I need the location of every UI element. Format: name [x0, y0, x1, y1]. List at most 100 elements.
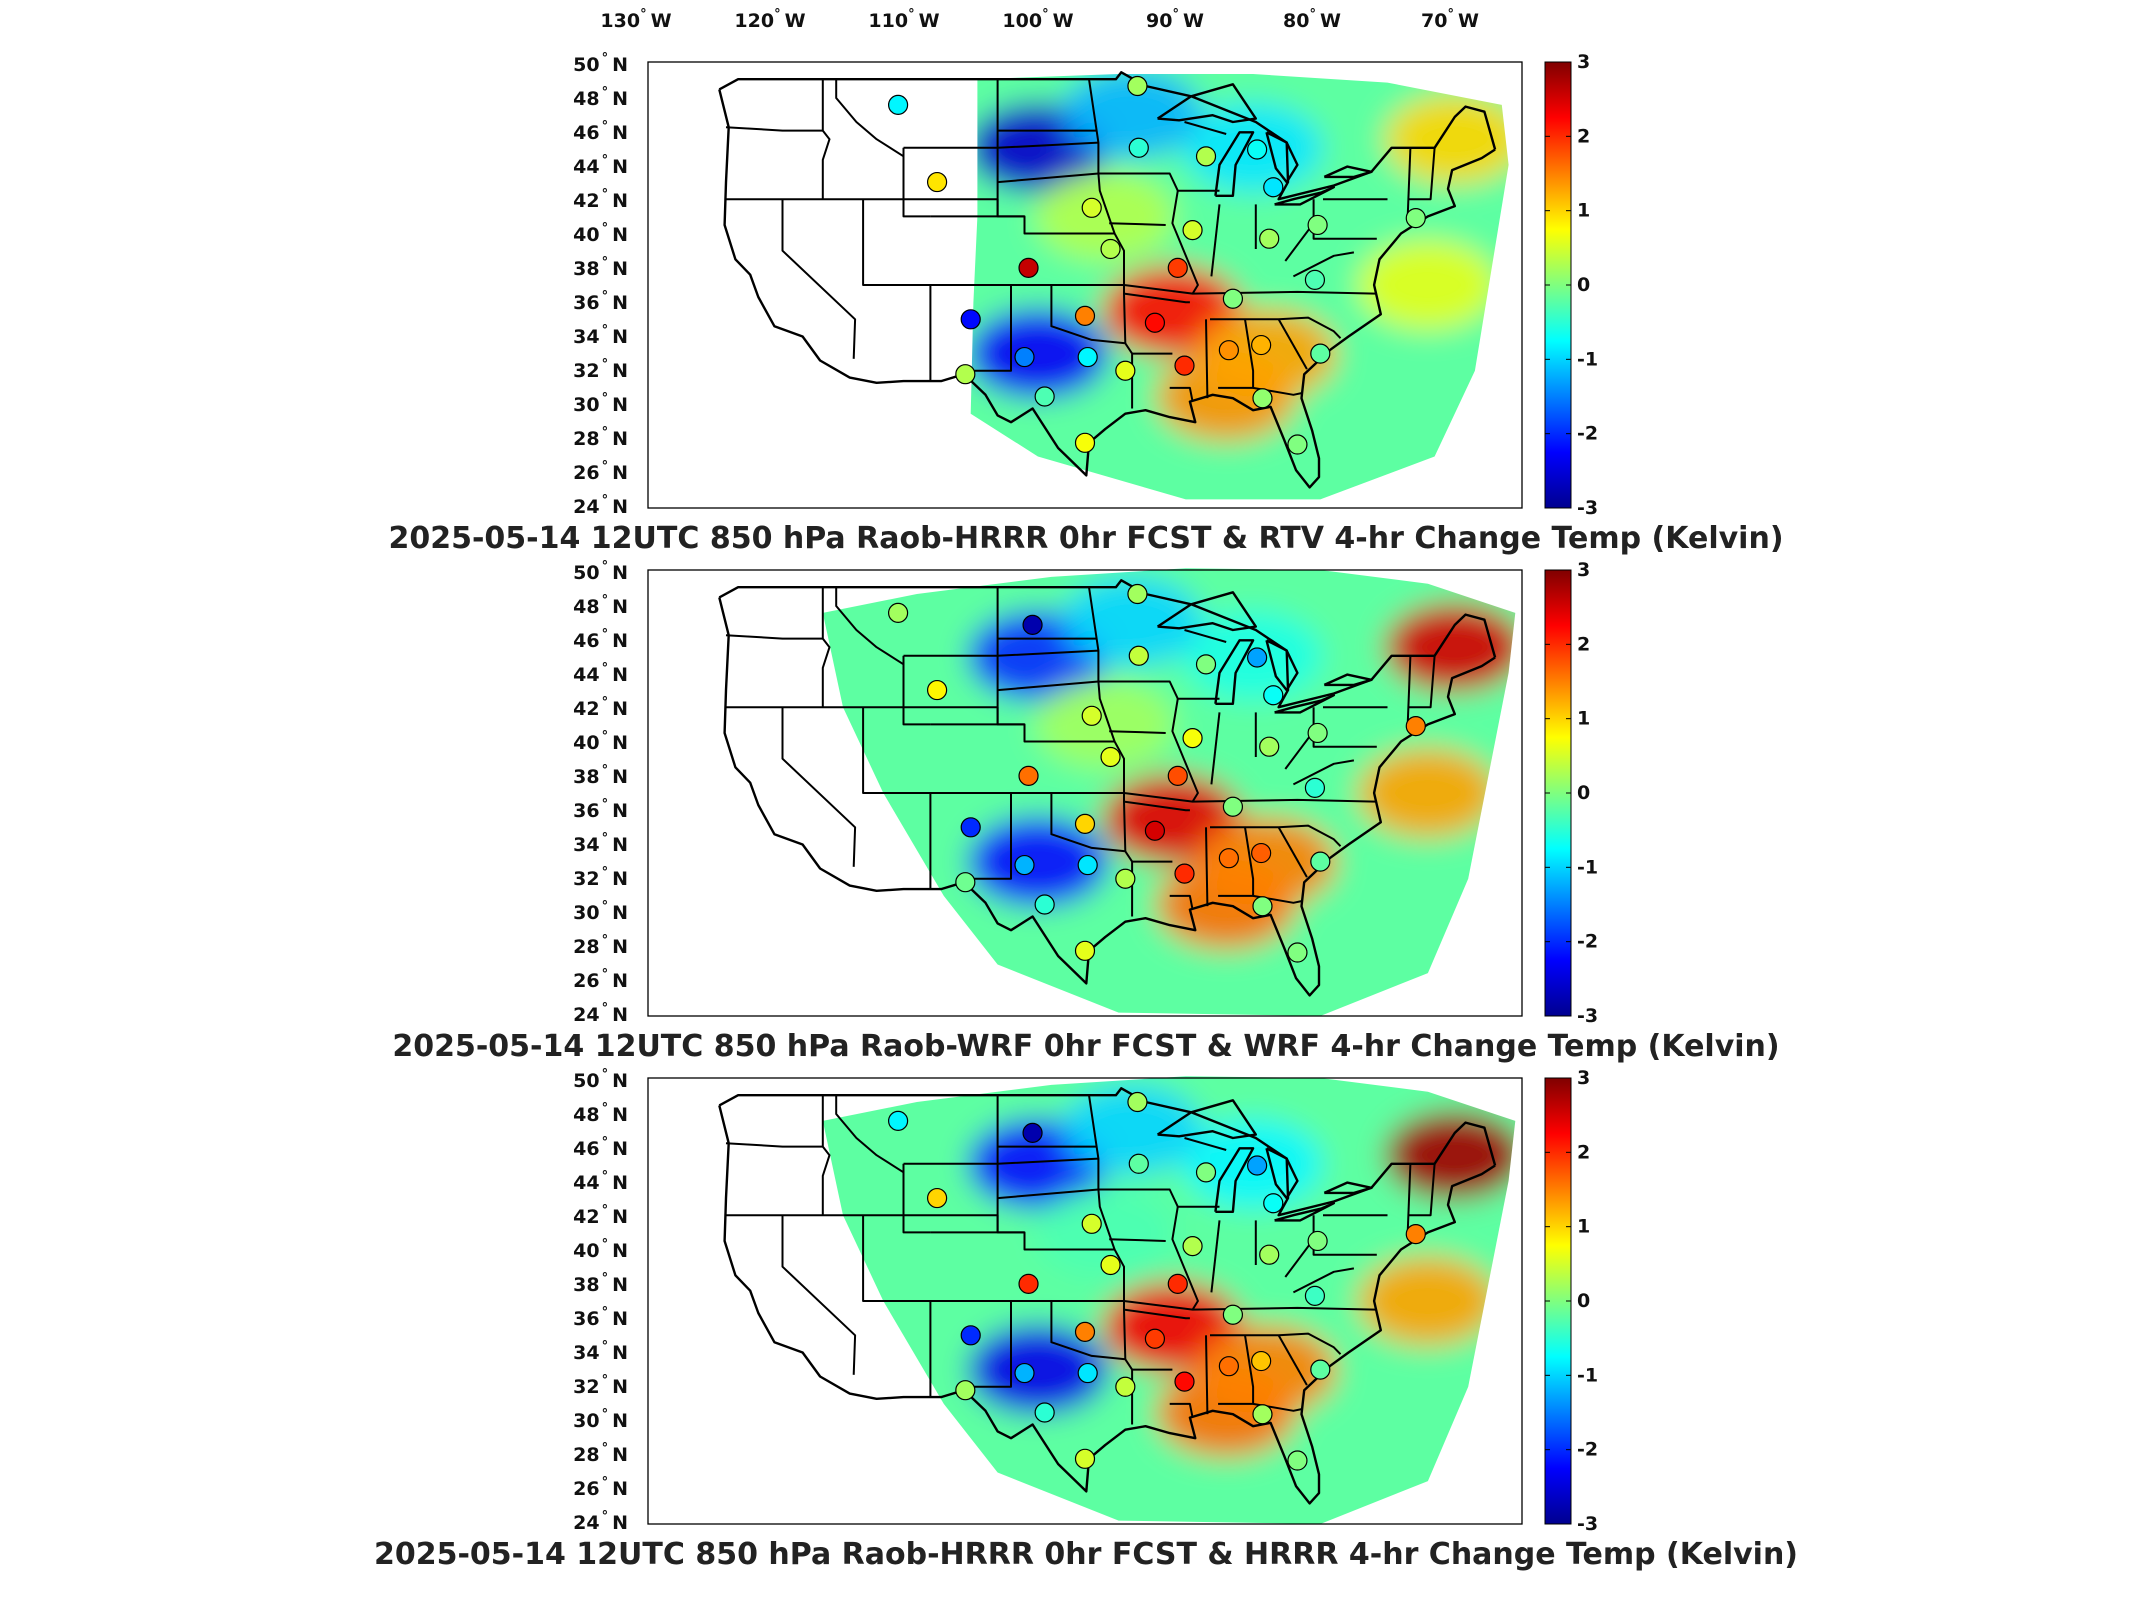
raob-station-marker — [1018, 1273, 1039, 1294]
raob-station-marker — [1287, 434, 1308, 455]
state-border — [962, 1301, 1012, 1388]
state-border — [781, 199, 857, 359]
raob-station-marker — [1074, 1321, 1096, 1342]
field-region — [1384, 94, 1509, 185]
great-lake-outline — [1265, 131, 1299, 184]
lat-tick-label: 28 ° N — [573, 425, 628, 450]
raob-station-marker — [955, 872, 976, 893]
field-region — [1357, 1256, 1498, 1346]
raob-station-marker — [1144, 312, 1166, 333]
great-lake-outline — [1214, 639, 1255, 705]
raob-station-marker — [1252, 388, 1273, 409]
colorbar-tick-label: -1 — [1577, 856, 1598, 878]
state-border — [902, 147, 931, 218]
raob-station-marker — [926, 171, 948, 193]
lat-tick-label: 30 ° N — [573, 899, 628, 924]
state-border — [903, 141, 1099, 149]
lat-tick-label: 46 ° N — [573, 119, 628, 144]
colorbar-tick-label: 2 — [1577, 1141, 1590, 1163]
canada-border — [718, 71, 1497, 201]
raob-station-marker — [1174, 863, 1195, 884]
raob-station-marker — [1127, 75, 1148, 97]
raob-station-marker — [1144, 1328, 1166, 1349]
panel-2: 50 ° N 48 ° N 46 ° N 44 ° N 42 ° N 40 ° N 38 ° N 36 ° N 34 ° N 32 ° N… — [392, 559, 1779, 1064]
lat-tick-label: 24 ° N — [573, 1509, 628, 1534]
lat-tick-label: 26 ° N — [573, 459, 628, 484]
raob-station-marker — [1259, 1244, 1280, 1265]
raob-station-marker — [1218, 848, 1239, 869]
state-border — [821, 79, 831, 200]
lat-tick-label: 26 ° N — [573, 1475, 628, 1500]
field-region — [1196, 1324, 1337, 1415]
raob-station-marker — [1287, 942, 1308, 963]
state-border — [903, 649, 1099, 657]
lat-tick-label: 38 ° N — [573, 255, 628, 280]
state-border — [1169, 386, 1194, 402]
great-lake-outline — [1265, 1147, 1299, 1200]
colorbar-tick-label: -1 — [1577, 1364, 1598, 1386]
panel-title: 2025-05-14 12UTC 850 hPa Raob-HRRR 0hr F… — [388, 521, 1783, 556]
field-region — [967, 1324, 1108, 1415]
raob-station-marker — [1182, 1236, 1203, 1257]
lat-tick-label: 50 ° N — [573, 559, 628, 584]
coastline — [718, 1105, 1496, 1505]
colorbar: 3 2 1 0 -1 -2 -3 — [1544, 559, 1598, 1027]
raob-station-marker — [887, 1110, 909, 1131]
raob-station-marker — [1287, 1450, 1308, 1471]
lat-tick-label: 40 ° N — [573, 729, 628, 754]
great-lake-outline — [1323, 1181, 1373, 1195]
state-border — [1123, 800, 1190, 812]
raob-station-marker — [1252, 896, 1273, 917]
state-border — [997, 680, 1099, 692]
lat-tick-label: 46 ° N — [573, 627, 628, 652]
map-frame — [647, 1077, 1523, 1525]
great-lake-outline — [1214, 131, 1255, 198]
great-lake-outline — [1274, 1201, 1336, 1222]
colorbar-tick-label: 1 — [1577, 708, 1590, 730]
field-region — [1357, 240, 1498, 330]
raob-station-marker — [960, 817, 981, 838]
state-border — [1169, 894, 1194, 910]
state-border — [1171, 698, 1199, 803]
state-border — [1109, 222, 1166, 226]
raob-station-marker — [1115, 360, 1136, 381]
state-border — [1407, 1163, 1436, 1217]
state-border — [1205, 1335, 1209, 1415]
raob-station-marker — [1307, 214, 1328, 236]
raob-station-marker — [1174, 355, 1195, 376]
state-border — [1171, 190, 1199, 295]
state-border — [863, 1300, 1376, 1311]
raob-station-marker — [1014, 854, 1035, 876]
raob-station-marker — [1174, 1371, 1195, 1392]
raob-station-marker — [1182, 220, 1203, 241]
colorbar-tick-label: -3 — [1577, 1005, 1598, 1027]
state-border — [962, 285, 1012, 372]
field-region — [1035, 1187, 1176, 1278]
raob-station-marker — [1074, 813, 1096, 834]
state-border — [1123, 292, 1190, 304]
colorbar: 3 2 1 0 -1 -2 -3 — [1544, 1067, 1598, 1535]
lat-tick-label: 48 ° N — [573, 593, 628, 618]
great-lake-outline — [1156, 591, 1258, 632]
state-border — [1123, 1308, 1190, 1320]
raob-station-marker — [1310, 851, 1331, 872]
state-border — [1292, 1267, 1355, 1294]
raob-station-marker — [1034, 386, 1055, 407]
lat-tick-label: 30 ° N — [573, 1407, 628, 1432]
raob-station-marker — [960, 1325, 981, 1346]
state-border — [1292, 251, 1355, 278]
state-border — [1088, 1095, 1127, 1360]
state-border — [863, 284, 1376, 295]
panel-3: 50 ° N 48 ° N 46 ° N 44 ° N 42 ° N 40 ° N 38 ° N 36 ° N 34 ° N 32 ° N… — [374, 1067, 1798, 1572]
lat-tick-label: 38 ° N — [573, 763, 628, 788]
latitude-axis: 50 ° N 48 ° N 46 ° N 44 ° N 42 ° N 40 ° N 38 ° N 36 ° N 34 ° N 32 ° N… — [573, 51, 628, 518]
raob-station-marker — [1263, 177, 1284, 198]
state-border — [903, 1157, 1099, 1165]
raob-station-marker — [1034, 1402, 1055, 1423]
lat-tick-label: 34 ° N — [573, 323, 628, 348]
state-border — [902, 655, 931, 726]
state-border — [1406, 655, 1412, 725]
state-border — [1184, 121, 1227, 135]
lat-tick-label: 40 ° N — [573, 1237, 628, 1262]
